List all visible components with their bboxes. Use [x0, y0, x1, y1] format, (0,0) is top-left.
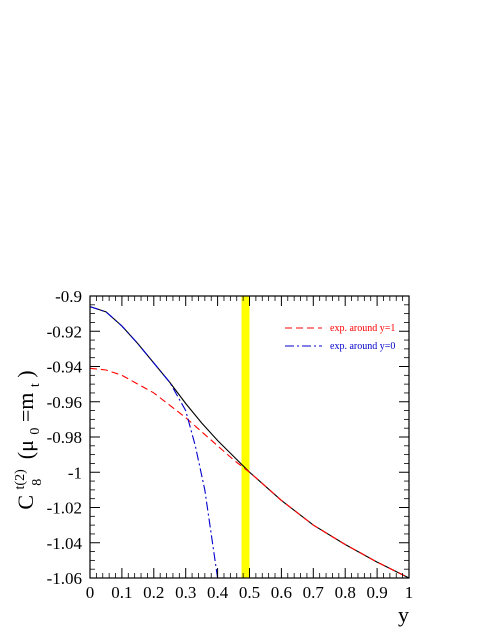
legend-label-exp-y1: exp. around y=1	[330, 323, 395, 334]
series-line-series-1	[89, 367, 410, 579]
y-axis-title-arg-sub: 0	[28, 428, 43, 435]
y-tick-label: -0.94	[47, 358, 83, 377]
y-tick-label: -1	[68, 463, 82, 482]
y-axis-title-arg-mid: =m	[13, 393, 38, 423]
x-tick-label: 0.7	[303, 583, 325, 602]
y-tick-label: -0.98	[47, 428, 82, 447]
y-tick-label: -0.92	[47, 322, 82, 341]
x-tick-label: 0.8	[335, 583, 356, 602]
x-tick-label: 0.5	[239, 583, 260, 602]
y-axis-title-arg-open: (μ	[13, 440, 38, 459]
y-axis-title-sub: 8	[30, 479, 45, 486]
y-axis-title: C t(2) 8 (μ 0 =m t )	[4, 370, 46, 509]
x-tick-label: 0.1	[111, 583, 132, 602]
y-tick-label: -1.04	[47, 534, 83, 553]
x-tick-label: 0.3	[175, 583, 196, 602]
y-axis-title-arg-sub2: t	[28, 383, 43, 387]
y-tick-label: -0.9	[55, 287, 82, 306]
y-tick-label: -0.96	[47, 393, 82, 412]
series-line-series-2	[89, 306, 219, 579]
x-tick-label: 0.9	[366, 583, 387, 602]
y-axis-title-main: C	[13, 495, 38, 510]
y-axis-title-arg-close: )	[13, 370, 38, 377]
legend-label-exp-y0: exp. around y=0	[330, 341, 395, 352]
y-tick-label: -1.02	[47, 499, 82, 518]
x-axis-title: y	[398, 602, 409, 627]
reference-band	[241, 296, 250, 578]
x-tick-label: 0.4	[207, 583, 229, 602]
x-tick-label: 0.2	[143, 583, 164, 602]
y-axis-title-sup: t(2)	[13, 469, 28, 490]
x-tick-label: 0	[86, 583, 95, 602]
x-tick-label: 0.6	[271, 583, 292, 602]
legend: exp. around y=1 exp. around y=0	[285, 323, 395, 352]
series-layer	[89, 306, 410, 579]
tick-marks	[89, 295, 410, 579]
x-tick-label: 1	[405, 583, 414, 602]
y-tick-label: -1.06	[47, 569, 82, 588]
tick-labels: 0 0.1 0.2 0.3 0.4 0.5 0.6 0.7 0.8 0.9 1 -0.9 -0.92 -0…	[47, 287, 414, 602]
